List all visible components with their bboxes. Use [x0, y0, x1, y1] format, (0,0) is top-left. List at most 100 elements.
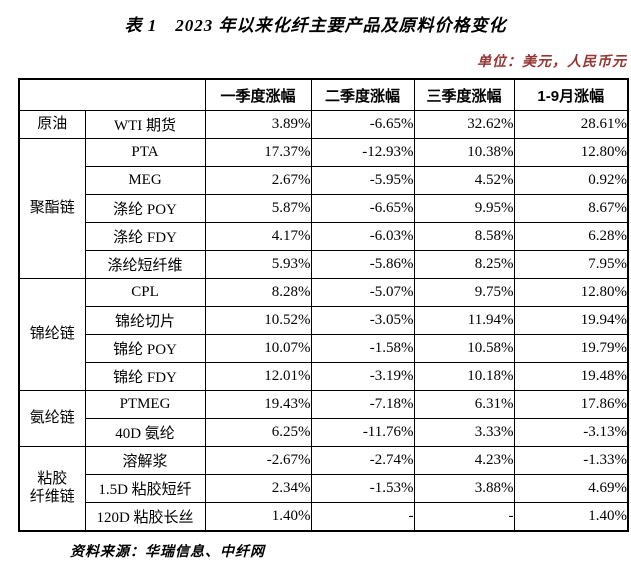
value-cell: -3.13% [513, 418, 629, 447]
value-cell: -12.93% [310, 138, 415, 167]
value-cell: 10.52% [204, 306, 312, 335]
value-cell: 19.79% [513, 334, 629, 363]
table-row: MEG 2.67% -5.95% 4.52% 0.92% [19, 166, 629, 195]
table-row: 锦纶链 CPL 8.28% -5.07% 9.75% 12.80% [18, 278, 629, 391]
value-cell: -6.03% [310, 222, 415, 251]
table-row: 粘胶 纤维链 溶解浆 -2.67% -2.74% 4.23% -1.33% [18, 446, 629, 531]
table-row: 氨纶链 PTMEG 19.43% -7.18% 6.31% 17.86% [18, 390, 629, 447]
value-cell: 3.88% [413, 474, 515, 503]
product-cell: 涤纶短纤维 [84, 250, 206, 279]
value-cell: 10.38% [413, 138, 515, 167]
value-cell: - [310, 502, 415, 531]
value-cell: 12.80% [513, 278, 629, 307]
product-cell: 锦纶 FDY [84, 362, 206, 391]
group-cell-nylon-chain: 锦纶链 [18, 278, 86, 391]
source-note: 资料来源：华瑞信息、中纤网 [70, 544, 265, 560]
value-cell: 6.31% [413, 390, 515, 419]
table-row: 涤纶 FDY 4.17% -6.03% 8.58% 6.28% [19, 222, 629, 251]
value-cell: 17.86% [513, 390, 629, 419]
table-row: 涤纶 POY 5.87% -6.65% 9.95% 8.67% [19, 194, 629, 223]
value-cell: 4.52% [413, 166, 515, 195]
value-cell: 8.58% [413, 222, 515, 251]
product-cell: 锦纶 POY [84, 334, 206, 363]
value-cell: -3.19% [310, 362, 415, 391]
group-cell-polyester-chain: 聚酯链 [18, 138, 86, 279]
value-cell: -6.65% [310, 110, 415, 139]
table-row: 40D 氨纶 6.25% -11.76% 3.33% -3.13% [19, 418, 629, 447]
header-q2: 二季度涨幅 [310, 78, 415, 111]
product-cell: 涤纶 FDY [84, 222, 206, 251]
value-cell: 8.67% [513, 194, 629, 223]
group-cell-crude-oil: 原油 [18, 110, 86, 139]
value-cell: 12.80% [513, 138, 629, 167]
value-cell: 8.28% [204, 278, 312, 307]
table-row: 涤纶短纤维 5.93% -5.86% 8.25% 7.95% [19, 250, 629, 279]
value-cell: 2.67% [204, 166, 312, 195]
value-cell: 6.28% [513, 222, 629, 251]
product-cell: 涤纶 POY [84, 194, 206, 223]
value-cell: -7.18% [310, 390, 415, 419]
value-cell: 19.94% [513, 306, 629, 335]
table-row: 锦纶 POY 10.07% -1.58% 10.58% 19.79% [19, 334, 629, 363]
value-cell: 5.93% [204, 250, 312, 279]
value-cell: 10.18% [413, 362, 515, 391]
value-cell: 19.48% [513, 362, 629, 391]
header-ytd: 1-9月涨幅 [513, 78, 629, 111]
page-title: 表 1 2023 年以来化纤主要产品及原料价格变化 [124, 16, 507, 35]
header-q3: 三季度涨幅 [413, 78, 515, 111]
value-cell: 7.95% [513, 250, 629, 279]
value-cell: 10.07% [204, 334, 312, 363]
value-cell: -5.86% [310, 250, 415, 279]
value-cell: -2.67% [204, 446, 312, 475]
value-cell: 10.58% [413, 334, 515, 363]
table-row: 原油 WTI 期货 3.89% -6.65% 32.62% 28.61% [18, 110, 629, 139]
value-cell: 2.34% [204, 474, 312, 503]
value-cell: 6.25% [204, 418, 312, 447]
value-cell: 5.87% [204, 194, 312, 223]
value-cell: 4.23% [413, 446, 515, 475]
value-cell: 19.43% [204, 390, 312, 419]
price-table: 一季度涨幅 二季度涨幅 三季度涨幅 1-9月涨幅 原油 WTI 期货 3.89%… [18, 78, 629, 532]
table-row: 聚酯链 PTA 17.37% -12.93% 10.38% 12.80% [18, 138, 629, 279]
value-cell: -6.65% [310, 194, 415, 223]
product-cell: 120D 粘胶长丝 [84, 502, 206, 531]
value-cell: -1.58% [310, 334, 415, 363]
product-cell: 锦纶切片 [84, 306, 206, 335]
value-cell: -3.05% [310, 306, 415, 335]
value-cell: 12.01% [204, 362, 312, 391]
value-cell: 3.89% [204, 110, 312, 139]
product-cell: PTA [84, 138, 206, 167]
value-cell: 9.75% [413, 278, 515, 307]
table-row: 1.5D 粘胶短纤 2.34% -1.53% 3.88% 4.69% [19, 474, 629, 503]
header-empty-cell [18, 78, 206, 111]
value-cell: - [413, 502, 515, 531]
product-cell: WTI 期货 [84, 110, 206, 139]
product-cell: 40D 氨纶 [84, 418, 206, 447]
table-row: 锦纶切片 10.52% -3.05% 11.94% 19.94% [19, 306, 629, 335]
value-cell: 1.40% [204, 502, 312, 531]
table-row: 120D 粘胶长丝 1.40% - - 1.40% [19, 502, 629, 531]
value-cell: 4.69% [513, 474, 629, 503]
product-cell: 1.5D 粘胶短纤 [84, 474, 206, 503]
product-cell: 溶解浆 [84, 446, 206, 475]
header-q1: 一季度涨幅 [204, 78, 312, 111]
value-cell: 9.95% [413, 194, 515, 223]
value-cell: -5.95% [310, 166, 415, 195]
document-page: 表 1 2023 年以来化纤主要产品及原料价格变化 单位：美元，人民币元 一季度… [0, 11, 631, 561]
value-cell: 28.61% [513, 110, 629, 139]
value-cell: -5.07% [310, 278, 415, 307]
value-cell: 4.17% [204, 222, 312, 251]
value-cell: 3.33% [413, 418, 515, 447]
group-cell-spandex-chain: 氨纶链 [18, 390, 86, 447]
product-cell: CPL [84, 278, 206, 307]
value-cell: -1.33% [513, 446, 629, 475]
value-cell: 17.37% [204, 138, 312, 167]
value-cell: -2.74% [310, 446, 415, 475]
value-cell: 8.25% [413, 250, 515, 279]
value-cell: 1.40% [513, 502, 629, 531]
value-cell: -1.53% [310, 474, 415, 503]
group-cell-viscose-chain: 粘胶 纤维链 [18, 446, 86, 531]
unit-note: 单位：美元，人民币元 [477, 55, 627, 70]
table-row: 锦纶 FDY 12.01% -3.19% 10.18% 19.48% [19, 362, 629, 391]
value-cell: 11.94% [413, 306, 515, 335]
